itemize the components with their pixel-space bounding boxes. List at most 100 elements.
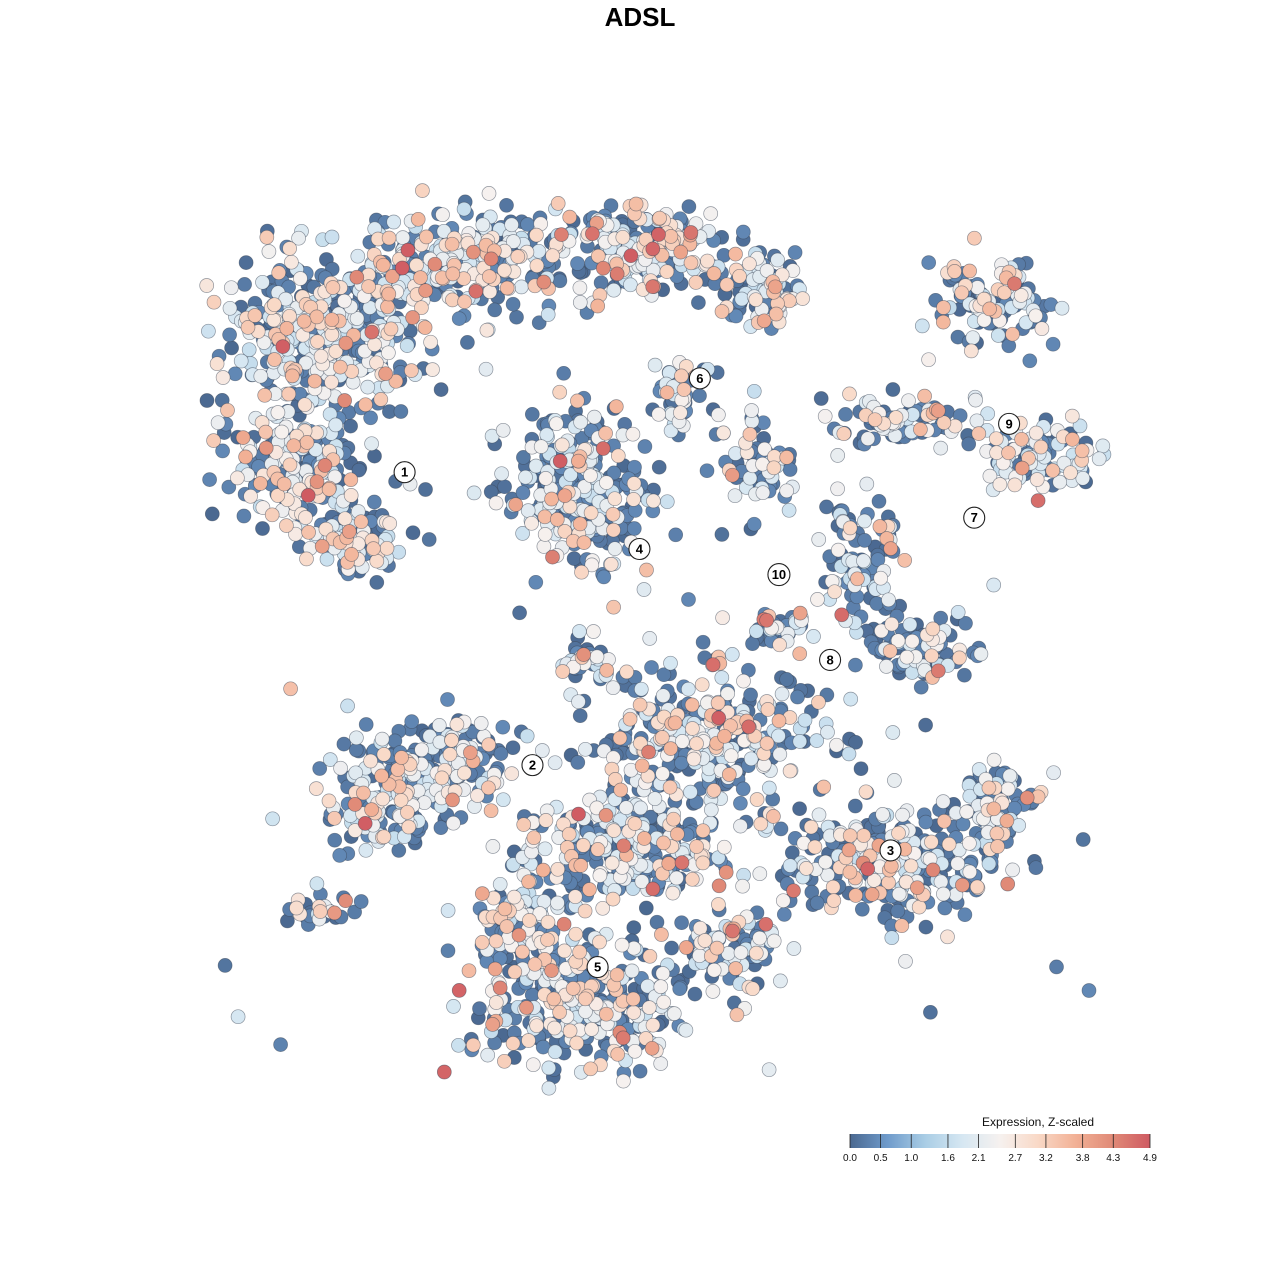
cluster-label-8: 8 [819,648,842,671]
data-point [474,886,490,901]
data-point [478,361,494,377]
data-point [792,605,808,621]
data-point [843,691,859,707]
data-point [622,711,638,727]
data-point [699,463,715,479]
data-point [275,339,291,354]
data-point [816,779,832,795]
data-point [806,629,821,644]
data-point [595,900,611,916]
data-point [414,300,429,316]
data-point [623,277,638,293]
data-point [457,294,472,310]
cluster-label-7: 7 [963,506,986,529]
data-point [382,516,398,531]
data-point [376,829,392,845]
data-point [725,467,740,483]
data-point [771,713,787,729]
data-point [645,241,661,257]
data-point [347,823,363,838]
data-point [952,650,967,666]
cluster-labels-layer: 1 2 3 4 5 6 7 8 9 10 [393,367,1021,979]
data-point [317,458,333,473]
data-point [537,509,553,525]
data-point [223,280,239,296]
data-point [924,648,939,664]
data-point [655,688,671,704]
data-point [606,465,622,481]
data-point [1065,432,1080,447]
data-point [436,1064,452,1080]
data-point [433,820,449,836]
data-point [565,981,581,996]
data-point [626,476,642,491]
data-point [364,436,379,452]
data-point [879,659,894,674]
cluster-label-badge [586,955,609,979]
data-point [401,819,417,835]
data-point [524,515,539,531]
data-point [686,751,702,767]
cluster-label-3: 3 [879,839,902,862]
data-point [589,649,605,665]
data-point [554,437,570,453]
data-point [381,345,396,361]
data-point [888,410,904,425]
data-point [571,694,586,710]
data-point [519,728,535,744]
data-point [237,277,252,292]
data-point [499,197,514,213]
data-point [936,886,951,902]
data-point [388,373,404,389]
data-point [626,521,642,536]
data-point [309,876,325,892]
data-point [276,476,292,492]
data-point [705,984,721,999]
data-point [383,321,399,337]
data-point [243,488,258,504]
data-point [745,981,761,997]
data-point [522,913,537,928]
data-point [442,747,458,762]
data-point [235,430,251,445]
data-point [748,292,764,308]
data-point [692,388,707,404]
data-point [743,751,759,767]
data-point [924,834,939,850]
data-point [659,494,675,510]
data-point [516,817,532,832]
data-point [766,460,782,476]
data-point [485,1017,500,1032]
data-point [766,933,782,949]
data-point [577,903,593,919]
data-point [524,406,540,422]
data-point [656,667,672,683]
data-point [971,426,987,441]
data-point [760,702,776,717]
data-point [483,251,499,267]
data-point [687,986,703,1002]
data-point [554,227,569,242]
data-point [549,416,564,432]
data-point [810,592,825,607]
data-point [301,524,316,540]
data-point [446,815,461,831]
data-point [627,1043,643,1059]
data-point [615,229,631,245]
data-point [572,280,588,296]
data-point [749,792,765,807]
data-point [384,269,400,284]
data-point [935,794,951,809]
data-point [988,431,1004,447]
data-point [627,816,643,831]
data-point [510,249,526,264]
data-point [344,547,359,562]
data-point [859,476,875,492]
data-point [871,493,887,509]
data-point [848,657,863,673]
data-point [369,575,385,590]
data-point [358,717,374,732]
data-point [310,334,325,349]
data-point [727,488,743,504]
data-point [414,742,429,758]
